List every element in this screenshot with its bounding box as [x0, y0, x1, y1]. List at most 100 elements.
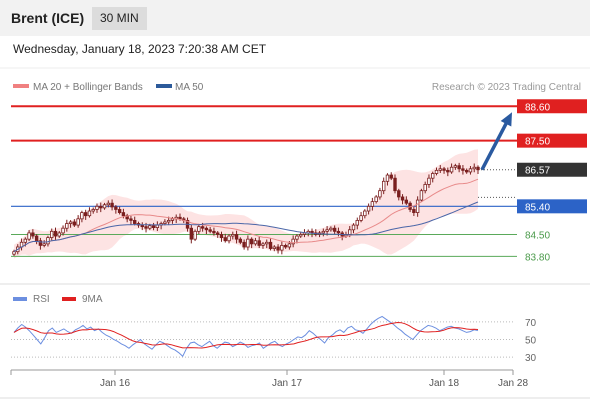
candle-body — [412, 209, 416, 213]
candle-body — [72, 221, 77, 226]
candle-body — [189, 227, 194, 240]
candle-body — [208, 229, 212, 232]
candle-body — [31, 232, 35, 237]
candle-body — [378, 190, 382, 198]
candle-body — [83, 212, 88, 217]
candle-body — [121, 212, 126, 217]
candle-body — [272, 246, 276, 249]
candle-body — [374, 196, 378, 203]
candle-body — [257, 240, 261, 246]
candle-body — [140, 224, 144, 228]
timestamp: Wednesday, January 18, 2023 7:20:38 AM C… — [13, 42, 267, 56]
candle-body — [42, 243, 46, 246]
time-tick-label: Jan 28 — [498, 378, 528, 389]
candle-body — [280, 245, 284, 251]
support-label-minor: 83.80 — [525, 252, 550, 263]
candle-body — [216, 232, 220, 235]
candle-body — [393, 177, 397, 192]
resistance-label: 87.50 — [525, 137, 550, 148]
candle-body — [415, 199, 420, 213]
resistance-label-bg — [517, 99, 587, 114]
candle-body — [325, 229, 329, 232]
candle-body — [223, 237, 227, 242]
rsi-ma-line — [13, 321, 479, 349]
candle-body — [449, 166, 454, 173]
candle-body — [129, 218, 133, 221]
candle-body — [23, 238, 28, 243]
rsi-tick-label: 30 — [525, 353, 537, 364]
candle-body — [434, 169, 439, 174]
candle-body — [431, 173, 435, 179]
candle-body — [246, 238, 250, 248]
candle-body — [212, 230, 216, 234]
candle-body — [46, 237, 50, 245]
candle-body — [464, 169, 469, 173]
candle-body — [476, 166, 480, 171]
candle-body — [12, 251, 16, 255]
candle-body — [336, 230, 341, 234]
candle-body — [151, 225, 156, 228]
support-label-bg — [517, 199, 587, 214]
candle-body — [38, 240, 43, 246]
candle-body — [453, 165, 458, 168]
candle-body — [446, 169, 450, 173]
candle-body — [355, 219, 359, 226]
candle-body — [291, 238, 295, 245]
resistance-label-bg — [517, 133, 587, 148]
interval-badge[interactable]: 30 MIN — [92, 7, 147, 30]
support-label: 85.40 — [525, 202, 550, 213]
candle-body — [234, 234, 239, 240]
candle-body — [110, 202, 114, 208]
candle-body — [114, 206, 118, 210]
price-levels — [11, 105, 587, 257]
time-tick-label: Jan 16 — [100, 378, 130, 389]
candle-body — [385, 174, 390, 182]
candle-body — [242, 241, 246, 248]
watermark: Research © 2023 Trading Central — [432, 82, 581, 93]
candle-body — [65, 223, 69, 229]
candle-body — [287, 243, 292, 248]
candle-body — [363, 210, 367, 217]
candle-body — [68, 221, 73, 224]
rsi-panel: 70 50 30 — [11, 315, 537, 364]
candle-body — [227, 235, 231, 242]
candle-body — [298, 234, 303, 237]
candle-body — [80, 212, 84, 220]
candle-body — [61, 227, 65, 234]
candle-body — [461, 168, 465, 171]
candle-body — [197, 226, 201, 232]
ma50-line — [13, 201, 479, 253]
time-tick-label: Jan 18 — [429, 378, 459, 389]
current-price-bg — [517, 162, 587, 177]
candle-body — [163, 221, 167, 224]
candle-body — [329, 227, 333, 231]
candle-body — [133, 219, 137, 224]
forecast-arrow-head — [500, 112, 512, 127]
candle-body — [238, 238, 243, 243]
candle-body — [166, 219, 171, 223]
candle-body — [438, 168, 442, 171]
candle-body — [427, 177, 431, 185]
time-tick-label: Jan 17 — [272, 378, 302, 389]
support-label-minor: 84.50 — [525, 230, 550, 241]
candle-body — [106, 202, 111, 206]
resistance-label: 88.60 — [525, 102, 550, 113]
candle-body — [295, 235, 299, 240]
ma50-legend-swatch — [156, 84, 172, 88]
candle-body — [265, 241, 269, 245]
candle-body — [99, 205, 103, 209]
ma50-legend-label: MA 50 — [175, 82, 204, 93]
forecast-arrow-shaft — [480, 118, 510, 171]
candle-body — [144, 226, 148, 229]
candle-body — [178, 216, 182, 220]
candle-body — [268, 241, 273, 249]
candle-body — [400, 196, 405, 201]
candle-body — [389, 174, 393, 179]
candle-body — [253, 240, 258, 245]
candle-body — [457, 165, 461, 170]
candle-body — [283, 245, 288, 248]
candle-body — [34, 235, 39, 242]
candle-body — [381, 180, 386, 192]
candle-body — [321, 230, 326, 234]
